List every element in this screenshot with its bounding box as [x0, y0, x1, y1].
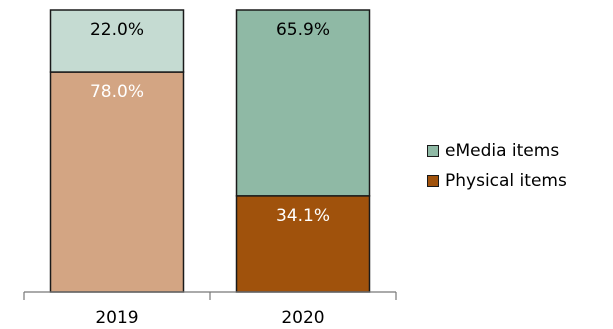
bar-segment-2020-emedia-items — [235, 9, 371, 197]
legend-item-physical: Physical items — [427, 169, 567, 193]
data-label-2020-physical-items: 34.1% — [276, 206, 330, 226]
bar-segment-2019-physical-items — [49, 71, 185, 293]
legend-swatch-emedia — [427, 145, 439, 157]
data-label-2019-emedia-items: 22.0% — [90, 20, 144, 40]
legend-label-physical: Physical items — [445, 171, 567, 191]
legend-swatch-physical — [427, 175, 439, 187]
legend-item-emedia: eMedia items — [427, 139, 567, 163]
data-labels-group: 78.0% 22.0% 34.1% 65.9% — [90, 20, 330, 226]
legend: eMedia items Physical items — [427, 139, 567, 199]
bar-segment-2019-emedia-items — [49, 9, 185, 73]
bars-group — [49, 9, 371, 293]
data-label-2019-physical-items: 78.0% — [90, 82, 144, 102]
legend-label-emedia: eMedia items — [445, 141, 560, 161]
x-tick-label-2019: 2019 — [95, 308, 138, 328]
data-label-2020-emedia-items: 65.9% — [276, 20, 330, 40]
x-tick-label-2020: 2020 — [281, 308, 324, 328]
